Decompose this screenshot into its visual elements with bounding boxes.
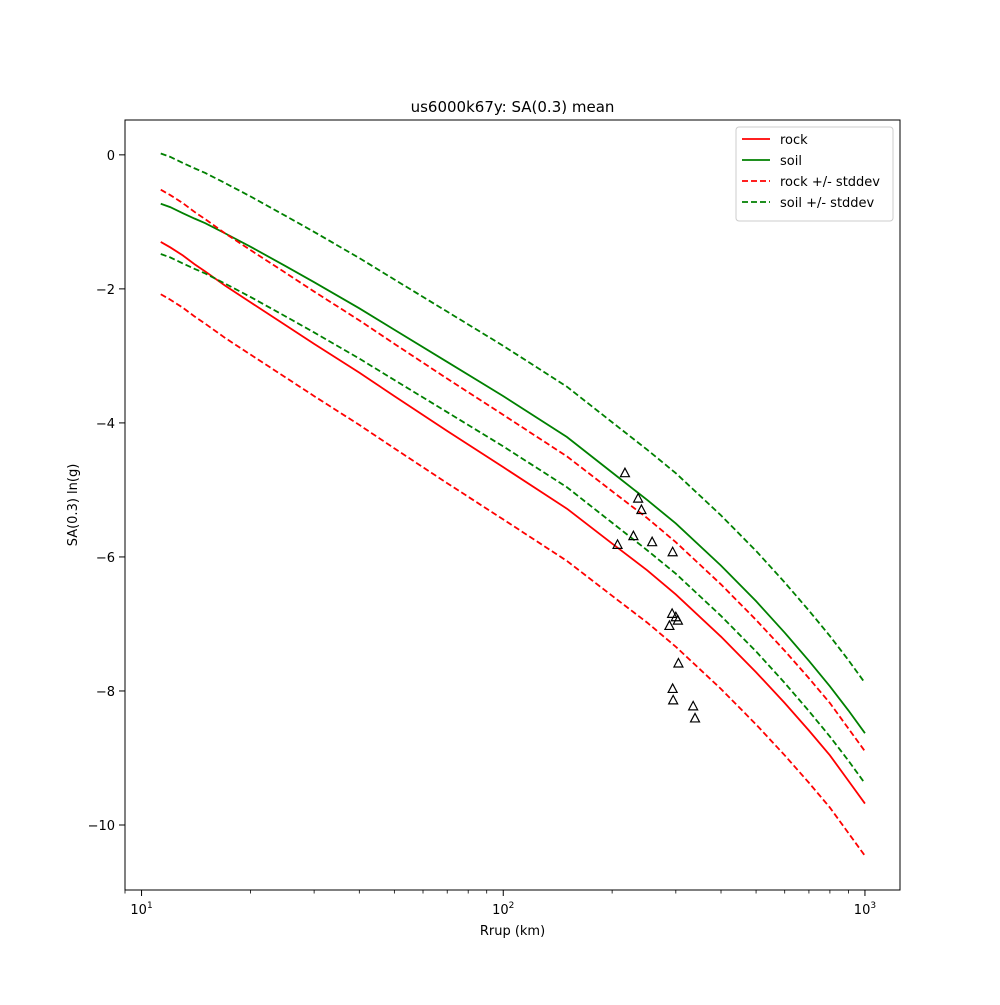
legend-label-soil: soil [780,154,802,169]
legend: rock soil rock +/- stddev soil +/- stddev [735,126,894,222]
observation-marker-1 [619,466,631,478]
y-tick-label-5: −10 [88,819,115,834]
series-line-rock-0 [160,241,866,805]
chart-title: us6000k67y: SA(0.3) mean [411,98,615,116]
y-axis-ticks: 0 −2 −4 −6 −8 −10 [88,149,125,834]
series-line-soil-1 [160,202,866,734]
y-tick-label-4: −8 [96,685,115,700]
observation-marker-8 [667,545,679,557]
observation-marker-0 [612,538,624,549]
x-axis-ticks: 101 102 103 [124,890,876,918]
y-tick-label-1: −2 [96,283,115,298]
series-line-soil-stddev-4 [160,152,866,684]
x-tick-label-2: 103 [854,901,876,918]
plot-frame [124,119,901,891]
x-tick-label-1: 102 [492,901,514,918]
y-tick-label-0: 0 [107,149,115,164]
observation-marker-14 [687,700,699,711]
legend-label-rock-stddev: rock +/- stddev [780,175,880,190]
observation-marker-12 [672,614,684,625]
observation-marker-15 [689,712,701,723]
observation-marker-5 [646,535,658,547]
x-axis-label: Rrup (km) [480,924,545,939]
legend-box [735,126,894,222]
y-axis-label: SA(0.3) ln(g) [66,464,81,547]
series-line-rock-stddev-2 [160,188,866,752]
y-tick-label-2: −4 [96,417,115,432]
x-tick-label-0: 101 [130,901,152,918]
observation-marker-9 [667,682,679,694]
observation-marker-6 [663,619,675,631]
legend-label-soil-stddev: soil +/- stddev [780,196,875,211]
observation-marker-4 [635,503,647,515]
series-layer [160,152,866,857]
series-line-soil-stddev-lower-5 [160,253,866,784]
legend-label-rock: rock [780,133,808,148]
observations-layer [612,466,701,723]
observation-marker-10 [667,694,679,705]
y-tick-label-3: −6 [96,551,115,566]
series-line-rock-stddev-lower-3 [160,293,866,857]
observation-marker-3 [632,492,644,503]
observation-marker-2 [627,529,639,541]
observation-marker-13 [672,657,684,668]
observation-marker-7 [666,607,678,619]
